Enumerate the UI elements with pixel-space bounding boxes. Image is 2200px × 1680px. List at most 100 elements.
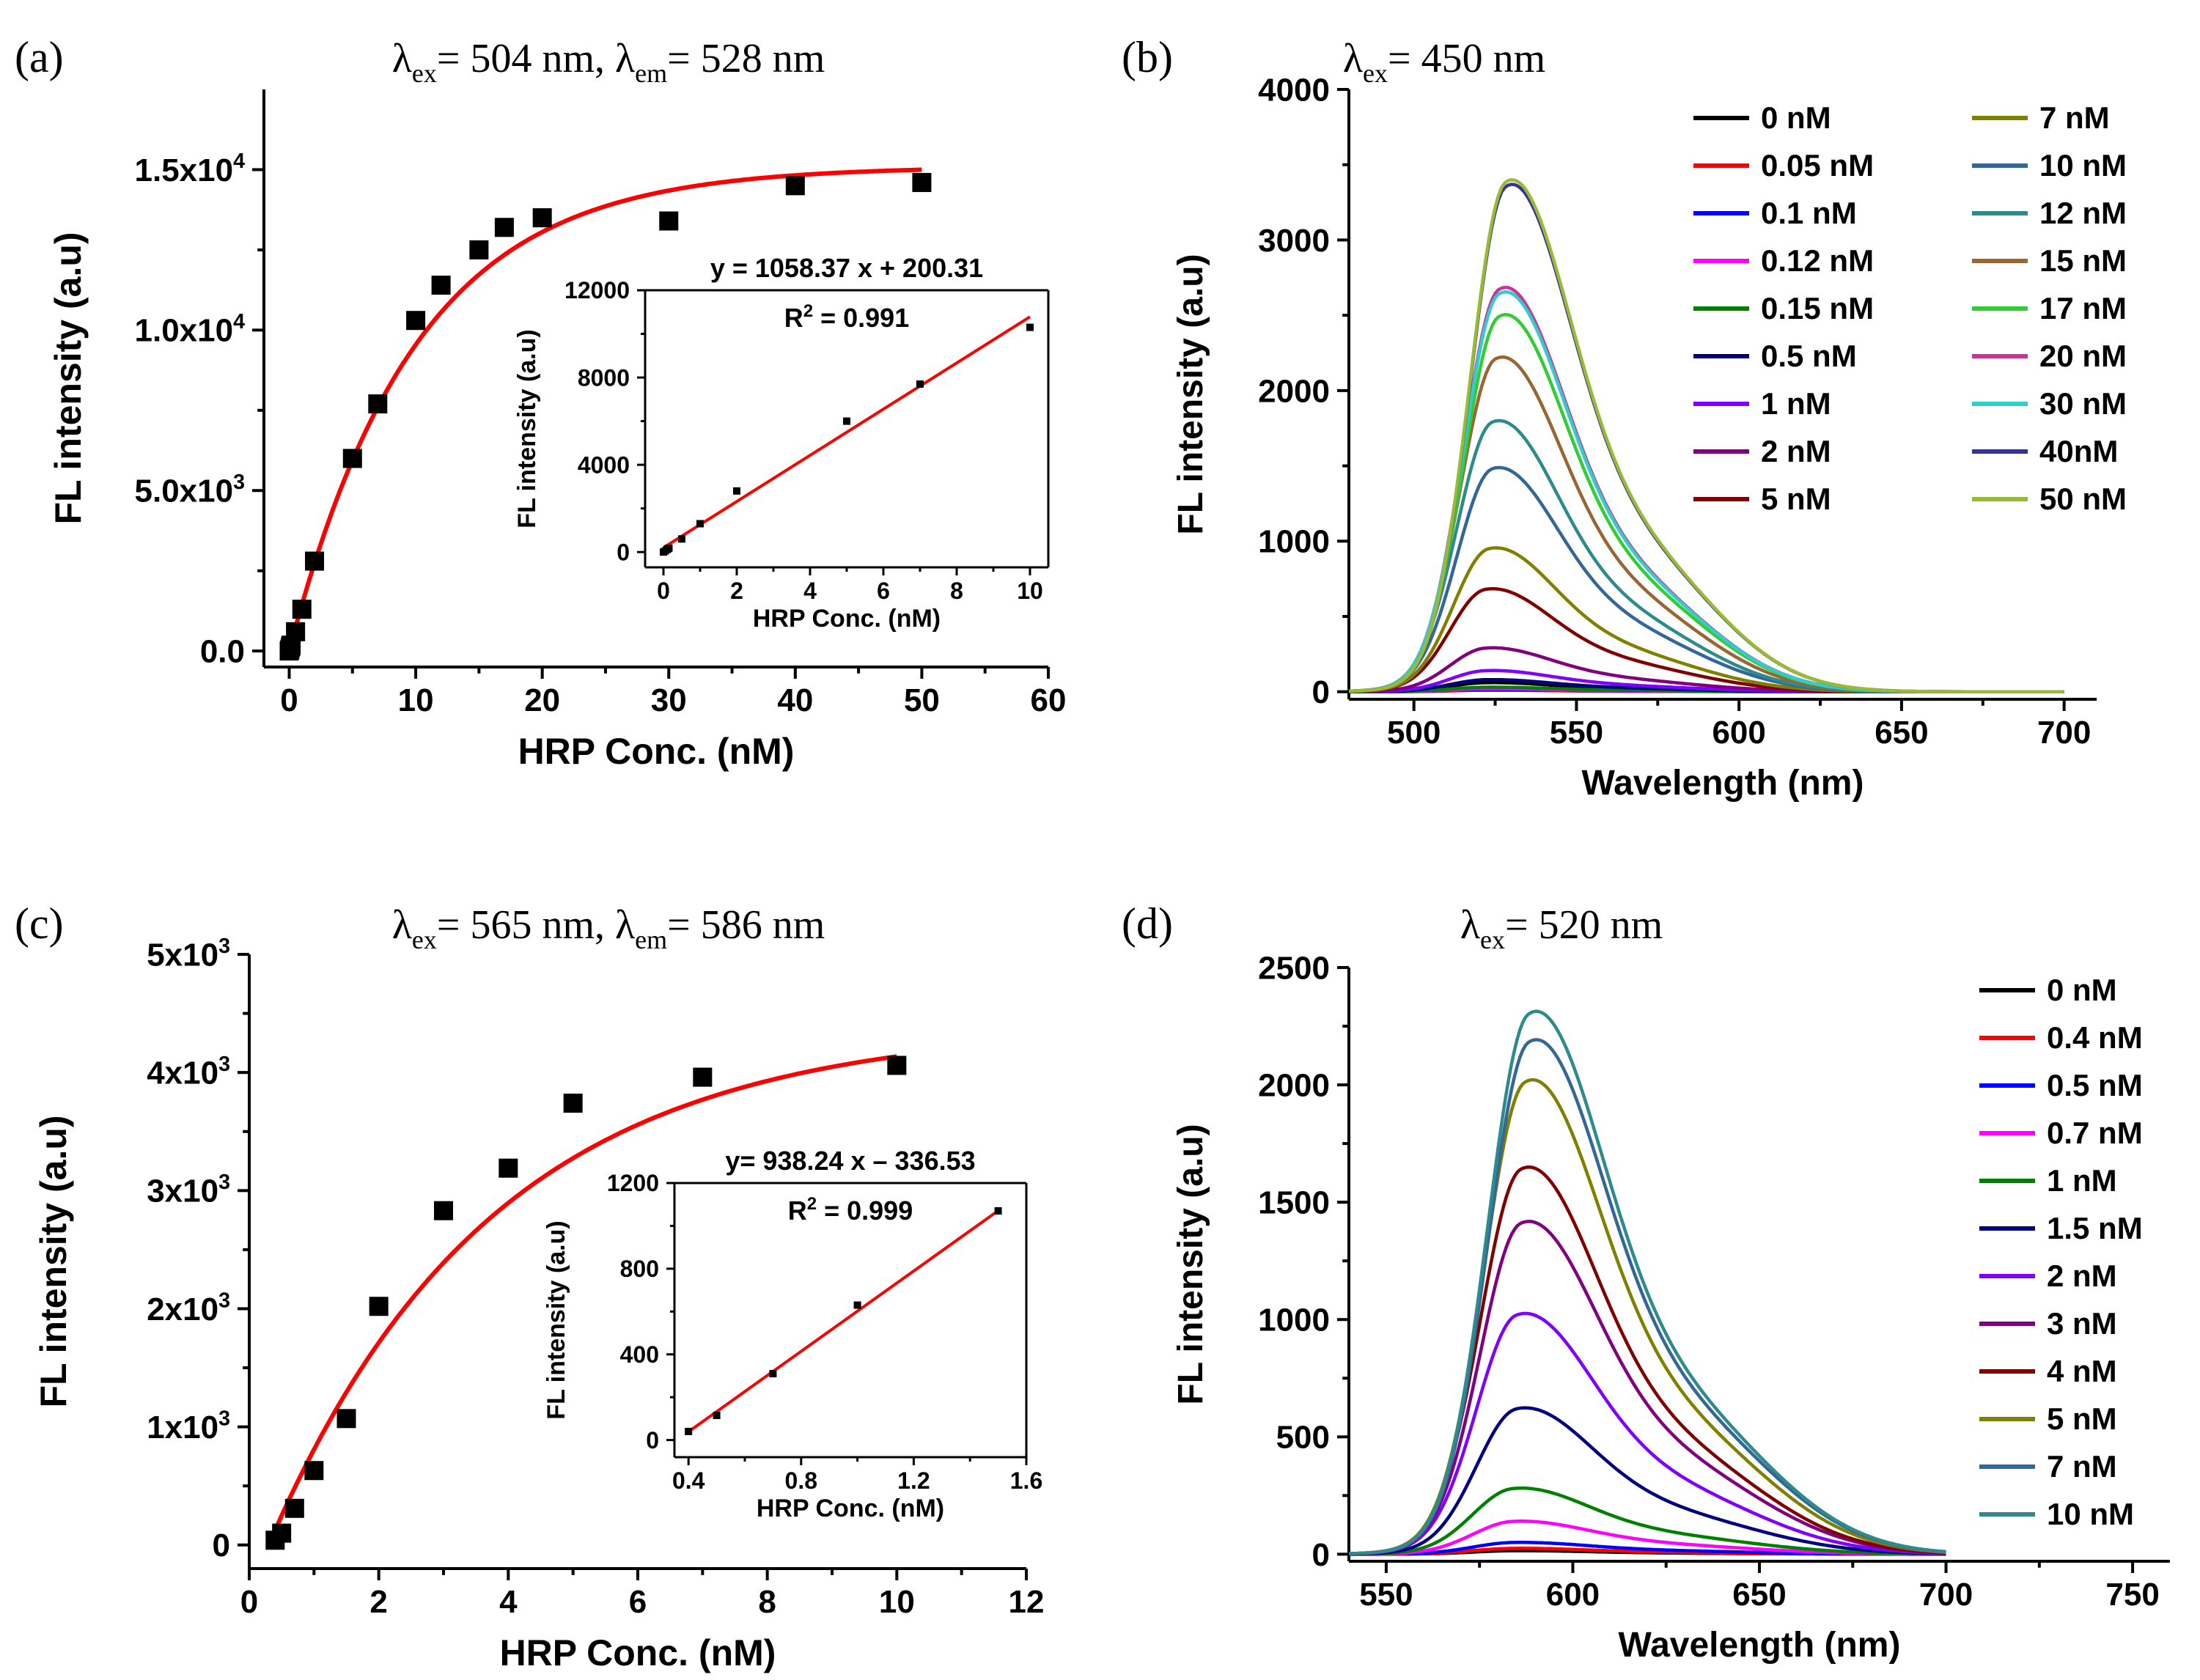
panel-b-legend-label: 15 nM <box>2039 243 2127 278</box>
panel-b-legend-label: 12 nM <box>2039 196 2127 230</box>
panel-b-y-tick-label: 3000 <box>1258 223 1330 259</box>
panel-a-y-tick-label: 1.0x104 <box>135 310 246 349</box>
panel-a-inset-y-tick-label: 0 <box>617 539 630 565</box>
panel-b-legend-label: 2 nM <box>1761 434 1831 468</box>
panel-label-d: (d) <box>1122 899 1173 948</box>
panel-d-legend-label: 3 nM <box>2047 1306 2117 1341</box>
panel-d-x-tick-label: 750 <box>2105 1577 2159 1613</box>
panel-a-inset-data-point <box>665 544 673 552</box>
panel-a-inset-y-tick-label: 8000 <box>578 364 630 391</box>
panel-c-inset: 0.4 0.8 1.2 1.6 0 400 800 1200 HRP Conc. (nM) FL … <box>542 1146 1042 1522</box>
panel-a-inset-x-tick-label: 0 <box>657 578 670 604</box>
panel-c-x-tick-label: 0 <box>240 1584 258 1620</box>
panel-label-b: (b) <box>1122 33 1173 81</box>
panel-a-x-tick-label: 10 <box>398 682 434 718</box>
panel-d-x-tick-label: 650 <box>1732 1577 1786 1613</box>
panel-a-inset-x-tick-label: 10 <box>1017 578 1043 604</box>
panel-b-x-tick-label: 650 <box>1875 715 1928 751</box>
panel-a-y-tick-label: 0.0 <box>200 634 245 670</box>
panel-a-inset-data-point <box>696 520 704 528</box>
panel-c-x-tick-label: 2 <box>369 1584 387 1620</box>
panel-a-data-point <box>659 211 679 231</box>
panel-a-inset-x-tick-label: 8 <box>950 578 963 604</box>
panel-a-data-point <box>469 240 489 259</box>
panel-a-data-point <box>342 449 362 468</box>
panel-c-inset-data-point <box>769 1370 777 1378</box>
panel-b-legend-label: 5 nM <box>1761 482 1831 516</box>
panel-b-x-tick-label: 550 <box>1550 715 1603 751</box>
panel-b-legend-label: 20 nM <box>2039 339 2127 373</box>
panel-d-series-line <box>1348 1220 1946 1555</box>
panel-d-y-tick-label: 1000 <box>1258 1303 1330 1338</box>
panel-c-inset-data-point <box>713 1412 721 1420</box>
panel-b-x-axis-label: Wavelength (nm) <box>1582 764 1864 803</box>
panel-b-legend-label: 17 nM <box>2039 291 2127 325</box>
panel-d-legend-label: 0 nM <box>2047 973 2117 1007</box>
panel-b-y-tick-label: 4000 <box>1258 72 1330 108</box>
panel-c-y-tick-label: 4x103 <box>147 1053 230 1091</box>
panel-d-legend-label: 1 nM <box>2047 1163 2117 1198</box>
panel-a-data-point <box>532 208 552 228</box>
panel-b-y-tick-label: 1000 <box>1258 524 1330 560</box>
panel-c-inset-y-tick-label: 800 <box>620 1256 659 1282</box>
panel-c-y-tick-label: 0 <box>213 1528 230 1563</box>
panel-d-series-line <box>1348 1009 1946 1555</box>
panel-b-legend-label: 1 nM <box>1761 386 1831 421</box>
panel-d-y-tick-label: 1500 <box>1258 1185 1330 1221</box>
panel-d-y-axis-label: FL intensity (a.u) <box>1171 1124 1210 1404</box>
panel-d-legend-label: 10 nM <box>2047 1497 2134 1531</box>
panel-a-data-point <box>494 218 514 237</box>
panel-b-legend-label: 0.15 nM <box>1761 291 1874 325</box>
panel-d-title: λex= 520 nm <box>1460 902 1663 954</box>
panel-c-inset-y-tick-label: 400 <box>620 1341 659 1368</box>
panel-d-y-tick-label: 0 <box>1312 1537 1330 1573</box>
panel-b-x-tick-label: 700 <box>2037 715 2091 751</box>
panel-c-inset-y-tick-label: 1200 <box>607 1170 659 1196</box>
panel-c-y-tick-label: 2x103 <box>147 1289 230 1327</box>
panel-a-x-tick-label: 50 <box>904 682 940 718</box>
panel-a-inset-x-tick-label: 2 <box>730 578 743 604</box>
panel-d-y-tick-label: 500 <box>1276 1420 1330 1456</box>
panel-a-inset: 0 2 4 6 8 10 0 4000 8000 12000 HRP Conc. (nM) FL in… <box>513 253 1050 633</box>
panel-a-x-tick-label: 40 <box>777 682 813 718</box>
panel-a-inset-x-tick-label: 6 <box>877 578 890 604</box>
panel-b-y-tick-label: 0 <box>1312 674 1330 710</box>
panel-b-legend-label: 0.05 nM <box>1761 148 1874 183</box>
panel-a-title: λex= 504 nm, λem= 528 nm <box>392 36 825 88</box>
panel-a-inset-y-axis-label: FL intensity (a.u) <box>513 329 541 528</box>
panel-b-legend-label: 0.1 nM <box>1761 196 1857 230</box>
panel-b-legend-label: 40nM <box>2039 434 2118 468</box>
panel-c-fit-curve <box>273 1054 897 1531</box>
panel-a-data-point <box>292 600 312 619</box>
plot-layer: 0 10 20 30 40 50 600.05.0x1031.0x1041.5x104HRP… <box>33 36 2170 1673</box>
panel-c-inset-r2: R2 = 0.999 <box>788 1194 913 1226</box>
panel-b-y-axis-label: FL intensity (a.u) <box>1171 254 1210 534</box>
panel-d-series-line <box>1348 1311 1946 1556</box>
panel-a-y-axis-label: FL intensity (a.u) <box>48 232 89 524</box>
panel-b-title: λex= 450 nm <box>1343 36 1545 88</box>
panel-b-legend-label: 50 nM <box>2039 482 2127 516</box>
panel-a-inset-data-point <box>733 487 740 495</box>
panel-d-legend-label: 0.7 nM <box>2047 1116 2143 1150</box>
panel-c-y-tick-label: 3x103 <box>147 1171 230 1209</box>
panel-a-inset-y-tick-label: 4000 <box>578 452 630 478</box>
panel-c-inset-data-point <box>685 1427 693 1435</box>
panel-a-y-tick-label: 1.5x104 <box>135 150 246 188</box>
panel-a-x-axis-label: HRP Conc. (nM) <box>518 731 795 772</box>
panel-a-inset-regression-line <box>662 315 1031 549</box>
panel-d-x-tick-label: 700 <box>1919 1577 1973 1613</box>
panel-c-inset-x-tick-label: 0.8 <box>785 1467 817 1494</box>
panel-d-plot: 550 600 650 700 750 0 500 1000 1500 2000 2500 Wavel… <box>1171 950 2170 1665</box>
panel-a-data-point <box>368 394 388 414</box>
panel-a-x-tick-label: 20 <box>524 682 560 718</box>
panel-c-inset-regression-line <box>688 1209 999 1433</box>
panel-b-legend-label: 30 nM <box>2039 386 2127 421</box>
panel-a-inset-equation: y = 1058.37 x + 200.31 <box>710 253 983 283</box>
panel-b-legend-label: 10 nM <box>2039 148 2127 183</box>
panel-b-x-tick-label: 500 <box>1387 715 1441 751</box>
panel-d-series-line <box>1349 1406 1946 1556</box>
panel-b-plot: 500 550 600 650 700 0 1000 2000 3000 4000 Waveleng… <box>1171 72 2097 803</box>
panel-a-inset-data-point <box>1026 323 1034 331</box>
panel-c-y-tick-label: 1x103 <box>147 1407 230 1445</box>
